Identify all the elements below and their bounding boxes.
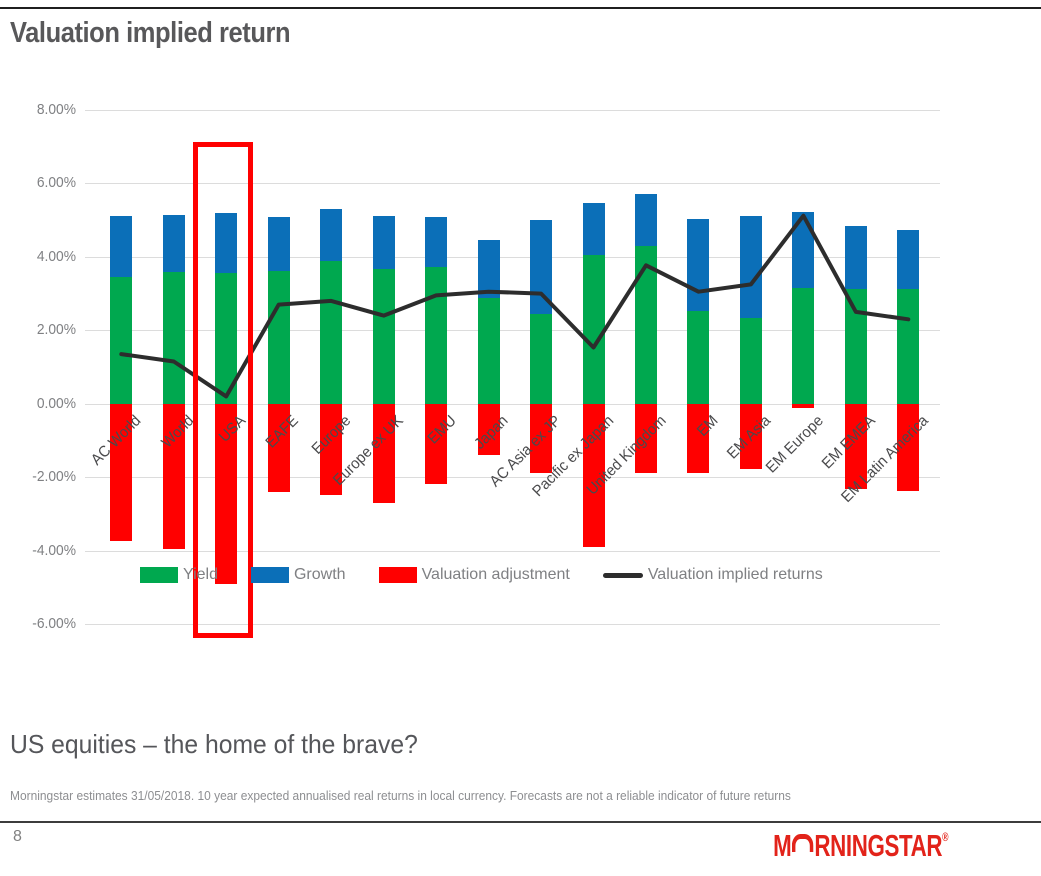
bar-segment-valuation-adjustment (897, 403, 920, 491)
page-title: Valuation implied return (10, 17, 291, 49)
bar-segment-growth (635, 194, 657, 246)
bar-segment-growth (739, 216, 762, 319)
bar-segment-valuation-adjustment (110, 403, 133, 542)
logo-o-arc-icon (791, 834, 814, 852)
legend-label-valuation-adjustment: Valuation adjustment (421, 566, 570, 583)
bar-segment-valuation-adjustment (739, 403, 762, 470)
bar-segment-growth (792, 211, 815, 288)
legend-item-valuation-adjustment: Valuation adjustment (378, 566, 570, 584)
y-axis-tick-label: 2.00% (36, 321, 76, 339)
bar-segment-yield (687, 311, 710, 404)
bar-segment-growth (162, 214, 185, 273)
bar-segment-valuation-adjustment (215, 403, 238, 584)
valuation-implied-returns-line-swatch (602, 572, 643, 578)
bar-segment-growth (582, 202, 605, 255)
y-axis-tick-label: -4.00% (32, 541, 76, 559)
top-divider (0, 7, 1041, 9)
bar-segment-growth (267, 217, 290, 271)
y-axis-tick-label: 8.00% (36, 101, 76, 118)
legend-item-growth: Growth (250, 566, 346, 584)
bar-segment-growth (687, 218, 710, 312)
y-gridline (85, 403, 940, 405)
bar-segment-growth (425, 217, 448, 268)
legend-item-valuation-implied-returns: Valuation implied returns (602, 566, 823, 584)
footer-divider (0, 821, 1041, 823)
bar-segment-growth (372, 216, 395, 269)
y-gridline (85, 477, 940, 479)
logo-text-rest: RNINGSTAR (814, 828, 942, 863)
legend-label-valuation-implied-returns: Valuation implied returns (647, 566, 823, 583)
y-axis-tick-label: 6.00% (36, 174, 76, 192)
y-axis-tick-label: 4.00% (36, 247, 76, 265)
bar-segment-valuation-adjustment (320, 403, 343, 495)
bar-segment-yield (320, 261, 343, 404)
y-axis-tick-label: -2.00% (32, 468, 76, 486)
bar-segment-growth (477, 240, 500, 298)
bar-segment-yield (582, 255, 605, 404)
chart-legend: Yield Growth Valuation adjustment Valuat… (140, 566, 823, 584)
logo-text-m: M (772, 828, 792, 863)
bar-segment-yield (897, 289, 920, 404)
bar-segment-valuation-adjustment (267, 403, 290, 492)
legend-label-yield: Yield (183, 566, 218, 583)
valuation-implied-return-chart: 8.00% 6.00% 4.00% 2.00% 0.00% -2.00% -4.00% -6.… (0, 85, 1041, 695)
bar-segment-valuation-adjustment (425, 403, 448, 485)
bar-segment-valuation-adjustment (687, 403, 710, 474)
valuation-adjustment-swatch (378, 567, 417, 583)
bar-segment-yield (635, 245, 657, 404)
growth-swatch (250, 567, 289, 583)
yield-swatch (140, 567, 178, 583)
page-number: 8 (13, 828, 22, 845)
bar-segment-valuation-adjustment (530, 403, 553, 474)
bar-segment-growth (320, 209, 343, 262)
usa-highlight-box (193, 142, 254, 638)
y-axis-tick-label: 0.00% (36, 394, 76, 412)
bar-segment-valuation-adjustment (372, 403, 395, 503)
bar-segment-growth (530, 220, 553, 314)
morningstar-logo: M RNINGSTAR ® (773, 830, 948, 861)
bar-segment-growth (110, 215, 133, 278)
y-gridline (85, 550, 940, 552)
bar-segment-valuation-adjustment (477, 403, 500, 456)
bar-segment-valuation-adjustment (635, 403, 657, 474)
y-gridline (85, 183, 940, 185)
registered-trademark-symbol: ® (941, 830, 948, 844)
y-gridline (85, 110, 940, 111)
bar-segment-yield (792, 287, 815, 404)
bar-segment-yield (425, 267, 448, 404)
source-footnote: Morningstar estimates 31/05/2018. 10 yea… (10, 788, 791, 803)
bar-segment-yield (110, 277, 133, 404)
bar-segment-yield (372, 268, 395, 404)
bar-segment-valuation-adjustment (162, 403, 185, 549)
bar-segment-growth (897, 230, 920, 290)
bar-segment-valuation-adjustment (582, 403, 605, 547)
bar-segment-yield (530, 313, 553, 404)
y-gridline (85, 623, 940, 625)
bar-segment-valuation-adjustment (792, 403, 815, 409)
legend-item-yield: Yield (140, 566, 218, 584)
bar-segment-yield (477, 297, 500, 404)
bar-segment-yield (162, 272, 185, 404)
valuation-implied-returns-line (119, 213, 911, 399)
bar-segment-yield (267, 270, 290, 404)
bar-segment-yield (739, 318, 762, 404)
bar-segment-growth (844, 226, 867, 289)
legend-label-growth: Growth (293, 566, 346, 583)
slide-subtitle: US equities – the home of the brave? (10, 729, 418, 759)
bar-segment-valuation-adjustment (844, 403, 867, 489)
y-axis-tick-label: -6.00% (32, 614, 76, 632)
bar-segment-yield (844, 288, 867, 404)
